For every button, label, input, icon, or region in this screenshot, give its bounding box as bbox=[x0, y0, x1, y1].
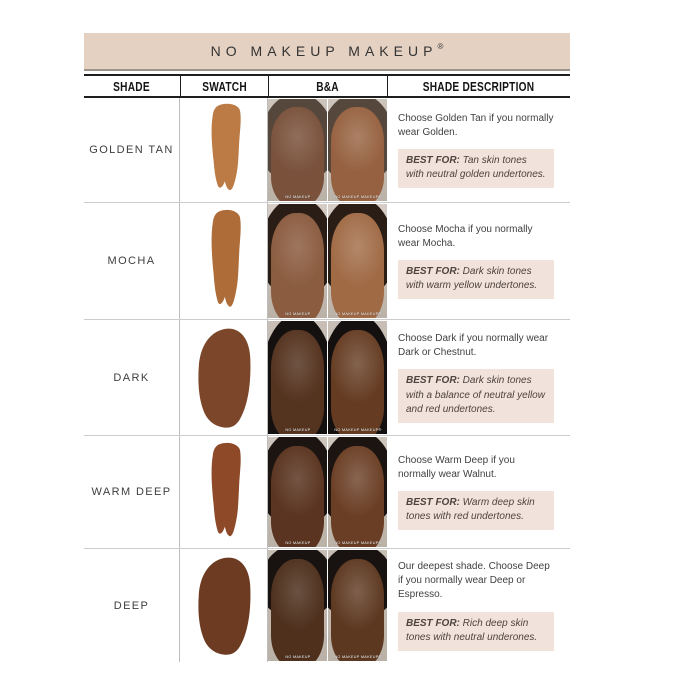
shade-name: GOLDEN TAN bbox=[89, 144, 174, 156]
table-row: GOLDEN TAN NO MAKEUP NO MAKEUP MAKEUP® C… bbox=[84, 98, 570, 203]
shade-description-cell: Choose Warm Deep if you normally wear Wa… bbox=[387, 436, 570, 548]
table-header-row: SHADE SWATCH B&A SHADE DESCRIPTION bbox=[84, 74, 570, 98]
after-photo-label: NO MAKEUP MAKEUP® bbox=[333, 654, 382, 660]
swatch-cell bbox=[180, 436, 268, 548]
foundation-swatch-icon bbox=[211, 104, 241, 191]
after-photo: NO MAKEUP MAKEUP® bbox=[328, 204, 387, 318]
table-row: MOCHA NO MAKEUP NO MAKEUP MAKEUP® Choose… bbox=[84, 203, 570, 320]
table-row: DARK NO MAKEUP NO MAKEUP MAKEUP® Choose … bbox=[84, 320, 570, 436]
best-for-label: BEST FOR: bbox=[406, 497, 460, 508]
best-for-note: BEST FOR: Tan skin tones with neutral go… bbox=[398, 149, 554, 189]
after-photo-label: NO MAKEUP MAKEUP® bbox=[333, 540, 382, 546]
after-photo: NO MAKEUP MAKEUP® bbox=[328, 321, 387, 434]
best-for-note: BEST FOR: Dark skin tones with a balance… bbox=[398, 369, 554, 423]
best-for-text: Tan skin tones with neutral golden under… bbox=[406, 155, 546, 181]
shade-description-cell: Choose Dark if you normally wear Dark or… bbox=[387, 320, 570, 435]
best-for-label: BEST FOR: bbox=[406, 375, 460, 387]
foundation-swatch-icon bbox=[211, 442, 241, 536]
column-header-label: SWATCH bbox=[202, 78, 247, 94]
shade-name-cell: MOCHA bbox=[84, 203, 180, 319]
best-for-label: BEST FOR: bbox=[406, 617, 460, 629]
shade-description-cell: Choose Mocha if you normally wear Mocha.… bbox=[387, 203, 570, 319]
before-photo-label: NO MAKEUP bbox=[284, 654, 311, 660]
before-photo: NO MAKEUP bbox=[268, 99, 327, 201]
swatch-cell bbox=[180, 549, 268, 662]
after-photo: NO MAKEUP MAKEUP® bbox=[328, 437, 387, 547]
best-for-label: BEST FOR: bbox=[406, 155, 460, 166]
column-header-shade: SHADE bbox=[84, 76, 180, 96]
column-header-label: SHADE bbox=[113, 78, 151, 94]
before-photo: NO MAKEUP bbox=[268, 204, 327, 318]
shade-name: WARM DEEP bbox=[91, 486, 172, 498]
table-body: GOLDEN TAN NO MAKEUP NO MAKEUP MAKEUP® C… bbox=[84, 98, 570, 662]
brand-banner: NO MAKEUP MAKEUP ® bbox=[84, 33, 570, 71]
best-for-label: BEST FOR: bbox=[406, 266, 460, 277]
after-photo-label: NO MAKEUP MAKEUP® bbox=[333, 311, 382, 317]
shade-description: Choose Mocha if you normally wear Mocha. bbox=[398, 223, 533, 249]
shade-name-cell: DEEP bbox=[84, 549, 180, 662]
swatch-cell bbox=[180, 320, 268, 435]
before-photo: NO MAKEUP bbox=[268, 550, 327, 661]
after-photo: NO MAKEUP MAKEUP® bbox=[328, 99, 387, 201]
shade-description: Choose Warm Deep if you normally wear Wa… bbox=[398, 454, 515, 480]
after-photo-label: NO MAKEUP MAKEUP® bbox=[333, 427, 382, 433]
best-for-text: Dark skin tones with warm yellow underto… bbox=[406, 266, 538, 292]
swatch-cell bbox=[180, 203, 268, 319]
shade-name: MOCHA bbox=[107, 255, 156, 267]
before-after-cell: NO MAKEUP NO MAKEUP MAKEUP® bbox=[268, 320, 387, 435]
shade-description-cell: Choose Golden Tan if you normally wear G… bbox=[387, 98, 570, 202]
shade-name: DEEP bbox=[113, 599, 150, 612]
shade-description-cell: Our deepest shade. Choose Deep if you no… bbox=[387, 549, 570, 662]
shade-name-cell: WARM DEEP bbox=[84, 436, 180, 548]
column-header-swatch: SWATCH bbox=[180, 76, 268, 96]
shade-name-cell: GOLDEN TAN bbox=[84, 98, 180, 202]
before-after-cell: NO MAKEUP NO MAKEUP MAKEUP® bbox=[268, 549, 387, 662]
after-photo: NO MAKEUP MAKEUP® bbox=[328, 550, 387, 661]
table-row: DEEP NO MAKEUP NO MAKEUP MAKEUP® Our dee… bbox=[84, 549, 570, 662]
table-row: WARM DEEP NO MAKEUP NO MAKEUP MAKEUP® Ch… bbox=[84, 436, 570, 549]
brand-title: NO MAKEUP MAKEUP bbox=[210, 43, 438, 59]
column-header-ba: B&A bbox=[268, 76, 387, 96]
before-after-cell: NO MAKEUP NO MAKEUP MAKEUP® bbox=[268, 98, 387, 202]
foundation-swatch-icon bbox=[211, 209, 241, 307]
after-photo-label: NO MAKEUP MAKEUP® bbox=[333, 194, 382, 200]
shade-name: DARK bbox=[113, 371, 150, 384]
foundation-swatch-icon bbox=[197, 328, 250, 428]
best-for-note: BEST FOR: Dark skin tones with warm yell… bbox=[398, 260, 554, 300]
best-for-note: BEST FOR: Warm deep skin tones with red … bbox=[398, 491, 554, 531]
best-for-text: Dark skin tones with a balance of neutra… bbox=[406, 375, 545, 415]
shade-description: Our deepest shade. Choose Deep if you no… bbox=[398, 561, 550, 601]
registered-mark: ® bbox=[437, 42, 444, 51]
shade-description: Choose Golden Tan if you normally wear G… bbox=[398, 112, 554, 138]
foundation-swatch-icon bbox=[197, 557, 250, 655]
column-header-label: B&A bbox=[316, 78, 340, 94]
column-header-label: SHADE DESCRIPTION bbox=[423, 78, 535, 94]
shade-description: Choose Dark if you normally wear Dark or… bbox=[398, 333, 549, 359]
before-after-cell: NO MAKEUP NO MAKEUP MAKEUP® bbox=[268, 436, 387, 548]
before-photo-label: NO MAKEUP bbox=[284, 194, 311, 200]
before-photo-label: NO MAKEUP bbox=[284, 311, 311, 317]
shade-table: NO MAKEUP MAKEUP ® SHADE SWATCH B&A SHADE… bbox=[84, 33, 570, 662]
column-header-description: SHADE DESCRIPTION bbox=[387, 76, 570, 96]
best-for-note: BEST FOR: Rich deep skin tones with neut… bbox=[398, 611, 554, 651]
shade-name-cell: DARK bbox=[84, 320, 180, 435]
before-after-cell: NO MAKEUP NO MAKEUP MAKEUP® bbox=[268, 203, 387, 319]
before-photo-label: NO MAKEUP bbox=[284, 427, 311, 433]
before-photo: NO MAKEUP bbox=[268, 321, 327, 434]
swatch-cell bbox=[180, 98, 268, 202]
best-for-text: Warm deep skin tones with red undertones… bbox=[406, 497, 535, 523]
before-photo: NO MAKEUP bbox=[268, 437, 327, 547]
best-for-text: Rich deep skin tones with neutral undero… bbox=[406, 617, 538, 643]
before-photo-label: NO MAKEUP bbox=[284, 540, 311, 546]
